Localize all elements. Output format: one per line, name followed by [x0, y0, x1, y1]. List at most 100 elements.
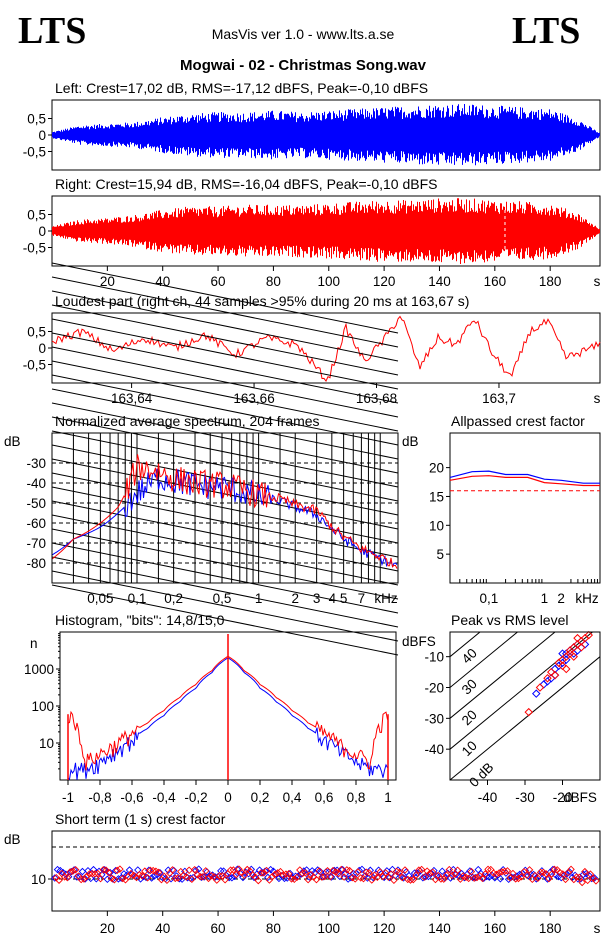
short-term-point-left	[327, 873, 336, 881]
short-term-point-right	[118, 874, 127, 883]
left-waveform-ytick-label: 0,5	[27, 112, 46, 127]
spectrum-slope-line	[51, 346, 399, 418]
histogram-xtick-label: 0,2	[251, 790, 270, 805]
histogram-title: Histogram, "bits": 14,8/15,0	[55, 612, 225, 628]
short-term-point-right	[534, 874, 542, 882]
short-term-point-right	[589, 874, 597, 882]
short-term-point-right	[307, 870, 315, 879]
short-term-point-right	[271, 870, 279, 879]
short-term-point-left	[446, 874, 455, 882]
peak-rms-crest-line	[450, 632, 556, 719]
short-term-point-right	[459, 872, 467, 880]
short-term-point-right	[545, 874, 553, 883]
crest-xtick-label: 1	[541, 591, 549, 606]
spectrum-xtick-label: 3	[313, 591, 321, 606]
spectrum-slope-line	[51, 276, 399, 348]
short-term-point-right	[63, 873, 72, 882]
left-waveform-ytick-label: -0,5	[23, 145, 46, 160]
spectrum-slope-line	[51, 374, 399, 446]
short-term-point-right	[578, 878, 586, 887]
short-term-point-right	[221, 876, 229, 884]
short-term-point-right	[417, 865, 426, 874]
loudest-part-xtick-label: 163,64	[111, 391, 153, 406]
crest-ytick-label: 15	[429, 489, 444, 504]
short-term-point-right	[249, 871, 257, 879]
peak-rms-crest-lines	[450, 632, 600, 780]
short-term-point-left	[53, 865, 62, 874]
short-term-point-right	[337, 865, 346, 874]
short-term-point-right	[506, 874, 514, 882]
spectrum-slope-line	[51, 514, 399, 586]
crest-frame	[449, 432, 601, 584]
short-term-point-right	[182, 873, 191, 881]
histogram-xtick-label: 0,4	[283, 790, 302, 805]
short-term-point-left	[338, 865, 347, 874]
loudest-part-ytick-label: -0,5	[23, 358, 46, 373]
loudest-part-xunit: s	[594, 391, 601, 406]
histogram-xtick-label: 0,6	[315, 790, 334, 805]
short-term-point-right	[570, 875, 578, 884]
short-term-point-right	[509, 869, 517, 878]
spectrum-xtick-label: 0,1	[128, 591, 147, 606]
short-term-point-right	[542, 870, 550, 878]
file-title: Mogwai - 02 - Christmas Song.wav	[180, 57, 426, 74]
short-term-point-right	[201, 867, 210, 875]
short-term-point-right	[312, 875, 321, 884]
short-term-point-right	[105, 868, 113, 877]
short-term-point-left	[100, 865, 109, 874]
short-term-point-left	[228, 873, 236, 882]
peak-rms-ytick-label: -10	[424, 650, 444, 665]
spectrum-xtick-label: 2	[291, 591, 299, 606]
short-term-point-left	[565, 868, 574, 876]
short-term-point-right	[475, 872, 484, 880]
short-term-point-right	[401, 866, 409, 874]
short-term-point-right	[80, 875, 88, 883]
right-waveform-xtick-label: 20	[100, 274, 115, 289]
spectrum-slope-line	[51, 402, 399, 474]
short-term-point-right	[240, 871, 249, 879]
short-term-point-right	[177, 867, 185, 876]
crest-ytick-label: 10	[429, 518, 444, 533]
short-term-point-right	[268, 873, 276, 881]
histogram-xtick-label: -0,2	[184, 790, 207, 805]
histogram-ytick-label: 1000	[24, 662, 54, 677]
right-waveform-xtick-label: 40	[155, 274, 170, 289]
short-term-point-right	[55, 876, 63, 884]
spectrum-xtick-label: 1	[255, 591, 263, 606]
short-term-point-right	[492, 870, 501, 879]
short-term-point-right	[320, 872, 329, 881]
short-term-point-right	[163, 876, 171, 885]
peak-rms-ytick-label: -40	[424, 742, 444, 757]
peak-rms-point-right	[573, 633, 582, 643]
short-term-point-right	[301, 869, 310, 877]
short-term-point-right	[199, 872, 207, 881]
short-term-xtick-label: 60	[211, 921, 226, 936]
spectrum-ytick-label: -60	[26, 516, 46, 531]
short-term-point-right	[556, 868, 564, 877]
short-term-point-left	[78, 867, 87, 876]
short-term-point-right	[448, 871, 456, 880]
short-term-point-right	[168, 866, 177, 874]
short-term-point-right	[82, 872, 91, 881]
short-term-point-right	[340, 873, 348, 881]
short-term-point-right	[204, 874, 213, 883]
short-term-point-right	[290, 875, 299, 883]
short-term-xunit: s	[594, 921, 601, 936]
spectrum-xtick-label: 7	[358, 591, 366, 606]
short-term-point-right	[143, 874, 152, 882]
short-term-point-right	[285, 870, 293, 878]
short-term-point-right	[348, 873, 357, 882]
crest-series-left	[449, 470, 600, 484]
short-term-xtick-label: 180	[539, 921, 562, 936]
short-term-point-right	[351, 875, 359, 883]
short-term-point-right	[207, 872, 216, 880]
short-term-point-right	[412, 871, 420, 879]
short-term-point-right	[581, 867, 589, 876]
short-term-point-right	[188, 875, 196, 883]
peak-rms-ytick-label: -20	[424, 681, 444, 696]
short-term-point-right	[539, 868, 548, 877]
short-term-point-right	[345, 866, 354, 875]
peak-rms-point-right	[584, 630, 593, 640]
short-term-point-right	[293, 873, 301, 881]
short-term-point-right	[185, 866, 193, 874]
